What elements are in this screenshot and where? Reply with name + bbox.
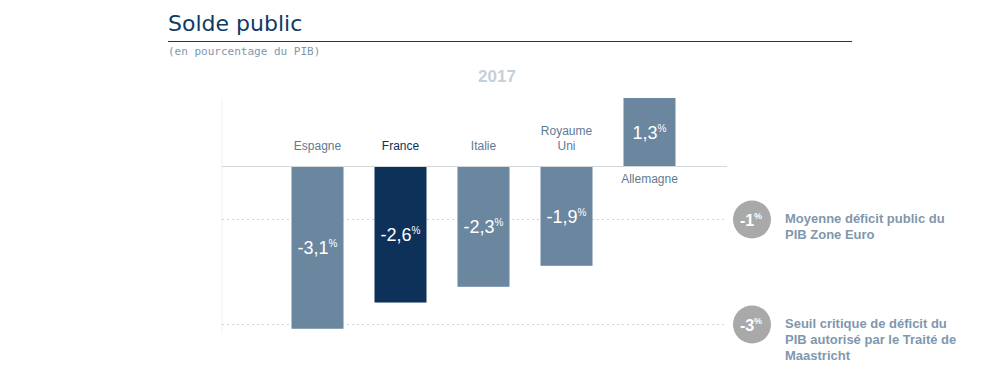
category-label: Allemagne	[621, 172, 678, 186]
data-label: 1,3%	[633, 123, 667, 143]
reference-text: Seuil critique de déficit du PIB autoris…	[785, 316, 965, 364]
bar	[375, 166, 427, 302]
category-label: RoyaumeUni	[541, 124, 593, 153]
bars	[292, 98, 676, 329]
reference-badge	[733, 306, 771, 344]
category-label: France	[382, 139, 420, 153]
reference-text: Moyenne déficit public du PIB Zone Euro	[785, 211, 965, 243]
reference-badge	[733, 201, 771, 239]
bar	[541, 166, 593, 266]
data-label: -3,1%	[298, 238, 338, 258]
bar	[624, 98, 676, 166]
chart-root: Solde public (en pourcentage du PIB) 2017 -…	[0, 0, 1000, 371]
reference-label: -1%	[740, 211, 762, 229]
reference-label: -3%	[740, 316, 762, 334]
data-label: -1,9%	[547, 207, 587, 227]
baseline	[222, 166, 727, 167]
title-rule	[168, 41, 852, 42]
chart-svg: Solde public (en pourcentage du PIB) 2017 -…	[0, 0, 1000, 371]
category-label: Espagne	[294, 139, 342, 153]
bar	[458, 166, 510, 287]
title: Solde public	[168, 11, 302, 36]
bar	[292, 166, 344, 329]
category-label: Italie	[471, 139, 497, 153]
value-axis	[222, 98, 223, 334]
data-label: -2,3%	[464, 217, 504, 237]
period: 2017	[478, 67, 516, 86]
data-label: -2,6%	[381, 225, 421, 245]
subtitle: (en pourcentage du PIB)	[168, 45, 320, 58]
